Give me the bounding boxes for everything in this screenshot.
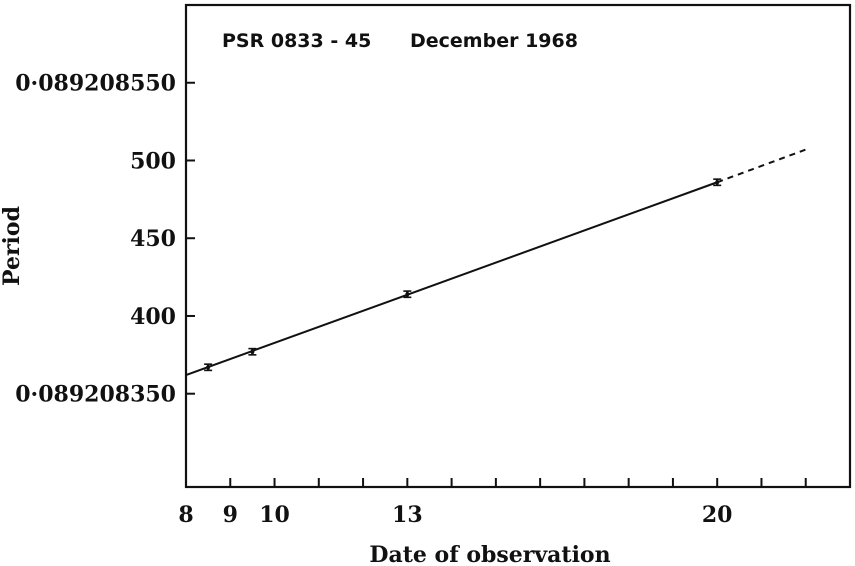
data-point <box>403 290 412 299</box>
chart-title: PSR 0833 - 45 <box>222 30 371 52</box>
point-marker <box>715 180 720 185</box>
y-tick-label: 0·089208350 <box>15 382 176 408</box>
y-axis-title: Period <box>0 206 25 286</box>
point-marker <box>250 349 255 354</box>
tick-labels: 8 9 10 13 20 0·089208550 500 450 400 0·089208350 <box>15 71 732 528</box>
data-point <box>713 178 722 187</box>
y-tick-label: 450 <box>130 226 176 252</box>
data-point <box>204 363 213 372</box>
fit-line-group <box>185 148 807 376</box>
fit-line <box>185 181 718 376</box>
ticks <box>185 81 807 487</box>
x-tick-label: 8 <box>178 502 193 528</box>
y-tick-label: 400 <box>130 304 176 330</box>
point-marker <box>405 292 410 297</box>
x-tick-label: 20 <box>702 502 733 528</box>
point-marker <box>206 365 211 370</box>
axes <box>184 3 852 489</box>
y-tick-label: 0·089208550 <box>15 71 176 97</box>
x-axis-title: Date of observation <box>369 542 610 566</box>
x-tick-label: 13 <box>392 502 423 528</box>
y-tick-label: 500 <box>130 148 176 174</box>
data-points <box>204 178 722 372</box>
data-point <box>248 347 257 356</box>
x-tick-label: 10 <box>259 502 290 528</box>
fit-line-extrapolation <box>716 148 807 184</box>
x-tick-label: 9 <box>223 502 238 528</box>
plot-frame <box>184 3 852 489</box>
chart-subtitle: December 1968 <box>410 30 578 52</box>
